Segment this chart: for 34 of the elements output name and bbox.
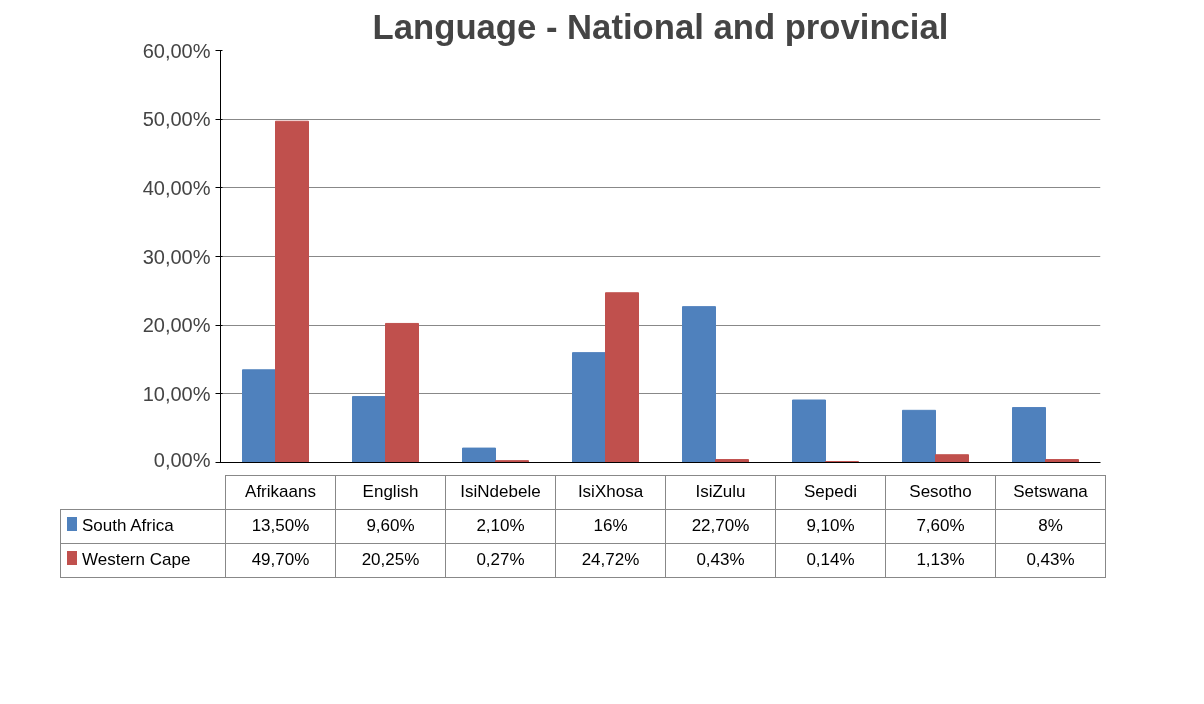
y-tick-label: 30,00% bbox=[142, 245, 211, 268]
x-tick-label: Afrikaans bbox=[225, 475, 336, 510]
data-label: 49,70% bbox=[225, 543, 336, 578]
legend-label: South Africa bbox=[60, 509, 226, 544]
legend-label: Western Cape bbox=[60, 543, 226, 578]
data-label: 13,50% bbox=[225, 509, 336, 544]
x-tick-label: English bbox=[335, 475, 446, 510]
data-label: 16% bbox=[555, 509, 666, 544]
x-tick-label: Sepedi bbox=[775, 475, 886, 510]
x-tick-label: IsiXhosa bbox=[555, 475, 666, 510]
data-label: 20,25% bbox=[335, 543, 446, 578]
y-tick-label: 40,00% bbox=[142, 176, 211, 199]
data-label: 9,60% bbox=[335, 509, 446, 544]
data-label: 8% bbox=[995, 509, 1106, 544]
x-tick-label: IsiNdebele bbox=[445, 475, 556, 510]
data-label: 24,72% bbox=[555, 543, 666, 578]
data-label: 0,43% bbox=[665, 543, 776, 578]
y-tick-label: 50,00% bbox=[142, 108, 211, 131]
data-label: 0,43% bbox=[995, 543, 1106, 578]
data-label: 1,13% bbox=[885, 543, 996, 578]
y-tick-label: 10,00% bbox=[142, 382, 211, 405]
data-label: 9,10% bbox=[775, 509, 886, 544]
data-label: 0,14% bbox=[775, 543, 886, 578]
chart-title: Language - National and provincial bbox=[372, 7, 949, 46]
y-tick-label: 20,00% bbox=[142, 314, 211, 337]
data-label: 22,70% bbox=[665, 509, 776, 544]
x-tick-label: Setswana bbox=[995, 475, 1106, 510]
x-tick-label: IsiZulu bbox=[665, 475, 776, 510]
data-label: 0,27% bbox=[445, 543, 556, 578]
data-label: 7,60% bbox=[885, 509, 996, 544]
x-tick-label: Sesotho bbox=[885, 475, 996, 510]
y-tick-label: 60,00% bbox=[142, 39, 211, 62]
data-label: 2,10% bbox=[445, 509, 556, 544]
y-tick-label: 0,00% bbox=[153, 448, 211, 471]
